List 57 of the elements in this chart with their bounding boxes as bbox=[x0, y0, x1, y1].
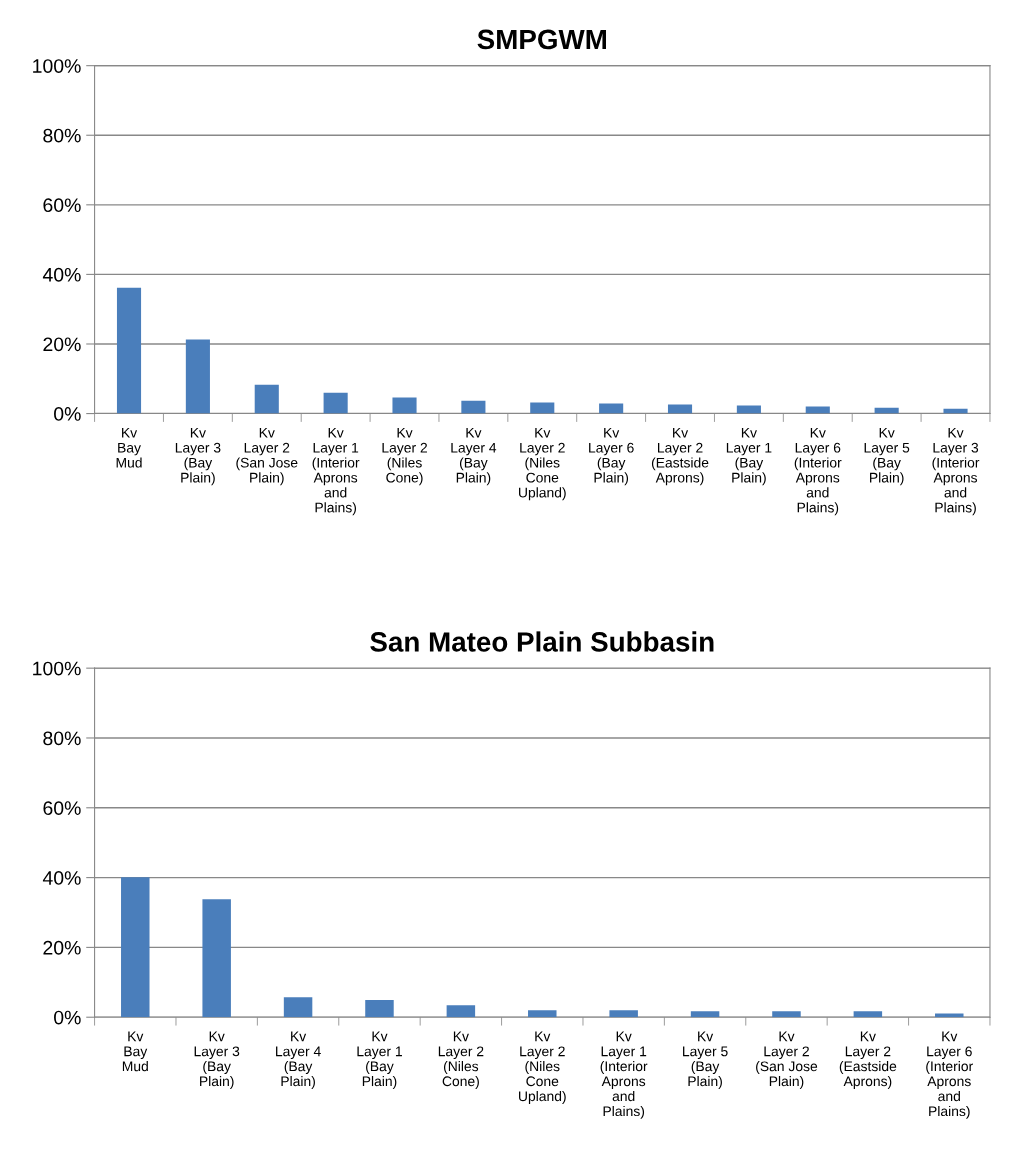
y-tick-label: 100% bbox=[33, 59, 81, 73]
bar bbox=[254, 384, 279, 414]
x-tick-label: Kv Layer 2 (San Jose Plain) bbox=[756, 1031, 818, 1089]
bar bbox=[599, 403, 624, 414]
bar bbox=[530, 402, 555, 414]
x-tick-label: Kv Layer 1 (Bay Plain) bbox=[357, 1031, 402, 1089]
y-tick-label: 40% bbox=[42, 267, 81, 282]
x-tick-label: Kv Layer 2 (Eastside Aprons) bbox=[651, 427, 709, 486]
bar bbox=[283, 997, 313, 1018]
chart-title: SMPGWM bbox=[477, 29, 606, 50]
bar bbox=[461, 400, 486, 414]
x-tick-label: Kv Layer 2 (Niles Cone) bbox=[438, 1031, 484, 1089]
x-tick-label: Kv Layer 2 (San Jose Plain) bbox=[236, 427, 298, 486]
x-tick-label: Kv Layer 2 (Niles Cone) bbox=[382, 427, 427, 486]
x-tick-label: Kv Layer 6 (Bay Plain) bbox=[589, 427, 634, 486]
bar bbox=[392, 397, 417, 414]
x-tick-label: Kv Layer 6 (Interior Aprons and Plains) bbox=[926, 1031, 973, 1119]
x-tick-label: Kv Layer 2 (Niles Cone Upland) bbox=[519, 1031, 566, 1104]
y-tick-label: 20% bbox=[43, 337, 81, 352]
x-tick-label: Kv Layer 4 (Bay Plain) bbox=[276, 1031, 321, 1089]
x-tick-label: Kv Layer 3 (Bay Plain) bbox=[175, 427, 221, 486]
x-tick-label: Kv Layer 6 (Interior Aprons and Plains) bbox=[794, 427, 842, 516]
x-tick-label: Kv Layer 5 (Bay Plain) bbox=[683, 1031, 728, 1089]
y-tick-label: 80% bbox=[43, 128, 81, 143]
y-tick-label: 60% bbox=[43, 801, 81, 816]
y-tick-label: 20% bbox=[43, 940, 81, 955]
bar bbox=[446, 1005, 476, 1018]
x-tick-label: Kv Layer 2 (Eastside Aprons) bbox=[839, 1031, 897, 1089]
y-tick-label: 0% bbox=[54, 407, 81, 421]
y-tick-label: 80% bbox=[43, 731, 81, 746]
x-tick-label: Kv Bay Mud bbox=[122, 1031, 148, 1072]
x-tick-label: Kv Layer 2 (Niles Cone Upland) bbox=[519, 427, 566, 501]
bar bbox=[116, 287, 142, 414]
bar bbox=[690, 1011, 720, 1018]
y-tick-label: 100% bbox=[33, 661, 81, 676]
bar bbox=[609, 1010, 638, 1018]
bar bbox=[853, 1011, 883, 1018]
bar bbox=[365, 1000, 394, 1018]
y-tick-label: 0% bbox=[54, 1010, 81, 1025]
x-tick-label: Kv Layer 1 (Interior Aprons and Plains) bbox=[312, 427, 360, 516]
x-tick-label: Kv Bay Mud bbox=[116, 427, 142, 468]
bar bbox=[202, 899, 231, 1018]
x-tick-label: Kv Layer 3 (Interior Aprons and Plains) bbox=[932, 427, 980, 516]
bar bbox=[185, 339, 210, 414]
x-tick-label: Kv Layer 4 (Bay Plain) bbox=[451, 427, 497, 486]
chart-title: San Mateo Plain Subbasin bbox=[370, 631, 714, 652]
x-tick-label: Kv Layer 3 (Bay Plain) bbox=[194, 1031, 240, 1089]
x-tick-label: Kv Layer 1 (Bay Plain) bbox=[726, 427, 772, 486]
y-tick-label: 40% bbox=[42, 871, 81, 885]
bar bbox=[528, 1010, 557, 1018]
bar bbox=[121, 877, 150, 1018]
bar bbox=[772, 1011, 801, 1018]
x-tick-label: Kv Layer 1 (Interior Aprons and Plains) bbox=[600, 1031, 648, 1119]
x-tick-label: Kv Layer 5 (Bay Plain) bbox=[864, 427, 910, 486]
bar bbox=[323, 392, 348, 414]
bar bbox=[935, 1013, 964, 1018]
y-tick-label: 60% bbox=[43, 198, 81, 213]
